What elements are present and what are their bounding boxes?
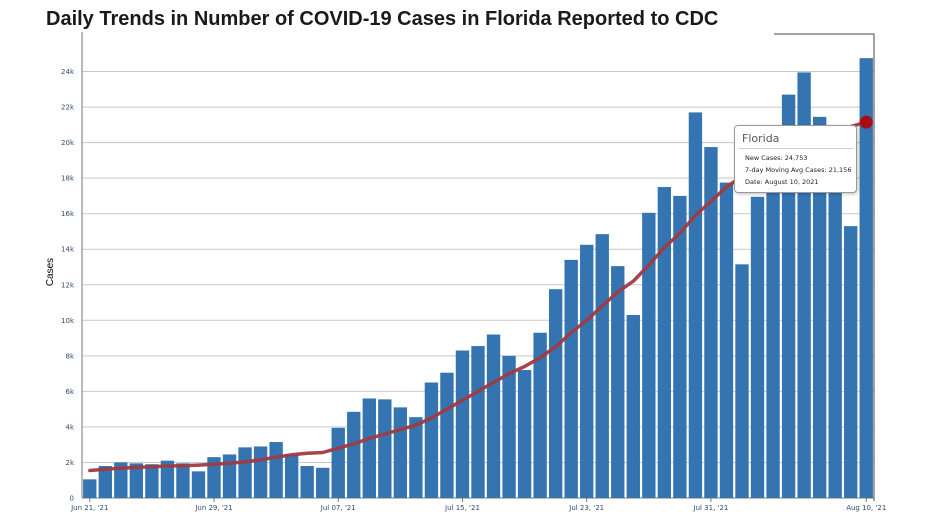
x-tick-label: Jun 21, '21: [70, 504, 108, 512]
tooltip-moving-avg: 7-day Moving Avg Cases: 21,156: [745, 166, 852, 174]
y-tick-label: 16k: [61, 210, 75, 218]
y-tick-label: 18k: [61, 175, 75, 183]
y-axis-label: Cases: [45, 258, 56, 286]
bar: [564, 259, 578, 498]
bar: [176, 463, 190, 498]
bar-series: [83, 58, 873, 499]
y-tick-label: 14k: [61, 246, 75, 254]
bar: [191, 471, 206, 498]
bar: [812, 116, 827, 498]
bar: [440, 372, 454, 498]
y-tick-label: 6k: [65, 388, 74, 396]
bar: [284, 454, 299, 498]
bar: [114, 462, 128, 498]
bar: [766, 155, 780, 498]
bar: [657, 187, 672, 499]
bar: [253, 446, 268, 498]
bar: [331, 427, 345, 498]
bar: [362, 398, 376, 498]
bar: [580, 244, 594, 498]
bar: [859, 58, 873, 498]
bar: [533, 332, 547, 498]
x-tick-label: Jul 23, '21: [568, 504, 604, 512]
bar: [548, 289, 563, 498]
bar: [455, 350, 470, 498]
y-tick-label: 4k: [65, 423, 74, 431]
bar: [673, 195, 687, 498]
x-tick-label: Aug 10, '21: [846, 504, 886, 512]
bar: [471, 346, 485, 498]
bar: [844, 226, 858, 498]
tooltip: Florida New Cases: 24,753 7-day Moving A…: [734, 125, 857, 193]
bar: [735, 264, 749, 498]
y-tick-label: 12k: [61, 281, 75, 289]
bar: [160, 460, 175, 498]
y-tick-label: 20k: [61, 139, 75, 147]
tooltip-date: Date: August 10, 2021: [745, 178, 819, 186]
bar: [626, 314, 640, 498]
bar: [424, 382, 439, 498]
x-tick-label: Jun 29, '21: [194, 504, 232, 512]
tooltip-new-cases: New Cases: 24,753: [745, 154, 808, 162]
x-tick-label: Jul 31, '21: [693, 504, 729, 512]
bar: [316, 467, 330, 498]
bar: [129, 463, 144, 498]
bar: [486, 334, 501, 498]
bar: [828, 156, 842, 499]
bar: [688, 112, 703, 499]
bar: [611, 266, 625, 498]
bar: [378, 399, 392, 498]
bar: [300, 466, 314, 498]
bar: [145, 464, 159, 498]
bar: [347, 411, 361, 498]
bar: [595, 234, 609, 498]
tooltip-title: Florida: [738, 126, 853, 149]
y-tick-label: 10k: [61, 317, 75, 325]
bar: [502, 355, 516, 498]
y-tick-label: 8k: [65, 352, 74, 360]
bar: [781, 94, 796, 498]
y-tick-label: 2k: [65, 459, 74, 467]
hover-marker: [859, 115, 873, 129]
bar: [83, 479, 97, 498]
bar: [409, 417, 423, 498]
y-tick-label: 0: [70, 495, 74, 503]
x-tick-label: Jul 07, '21: [320, 504, 356, 512]
bar: [517, 370, 532, 498]
bar: [98, 466, 112, 498]
y-tick-label: 24k: [61, 68, 75, 76]
bar: [207, 457, 221, 498]
bar: [222, 454, 237, 498]
highlight-marker: [859, 115, 873, 129]
x-tick-label: Jul 15, '21: [444, 504, 480, 512]
bar: [238, 447, 252, 498]
bar: [393, 407, 408, 498]
bar: [269, 442, 283, 498]
bar: [642, 212, 656, 499]
y-tick-label: 22k: [61, 104, 75, 112]
bar: [750, 196, 765, 499]
bar: [704, 147, 718, 499]
bar: [719, 182, 734, 498]
chart-title: Daily Trends in Number of COVID-19 Cases…: [46, 8, 719, 30]
